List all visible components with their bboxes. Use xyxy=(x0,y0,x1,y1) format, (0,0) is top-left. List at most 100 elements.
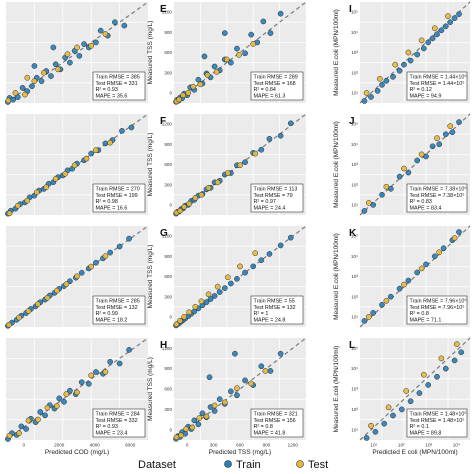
y-tick-label: 10⁵ xyxy=(351,10,358,15)
data-point-train xyxy=(191,417,198,424)
data-point-train xyxy=(93,369,99,375)
data-point-train xyxy=(93,39,99,46)
y-tick-label: 10² xyxy=(351,70,358,75)
data-point-test xyxy=(211,402,218,409)
stats-box-frame xyxy=(250,183,304,213)
stats-box-frame xyxy=(250,295,304,325)
data-point-train xyxy=(211,293,218,299)
legend-test-label: Test xyxy=(308,459,328,471)
data-point-test xyxy=(5,97,12,104)
data-point-test xyxy=(401,281,407,288)
data-point-train xyxy=(102,140,109,147)
data-point-train xyxy=(451,357,458,364)
stats-box-frame xyxy=(92,183,146,213)
data-point-train xyxy=(216,396,223,403)
stat-line: Train RMSE = 1.48×10⁵ xyxy=(410,412,467,418)
data-point-train xyxy=(221,30,228,36)
stat-line: Test RMSE = 156 xyxy=(254,418,296,424)
stat-line: R² = 1 xyxy=(254,311,269,317)
panel-letter: K xyxy=(349,228,357,239)
data-point-test xyxy=(205,184,212,191)
data-point-test xyxy=(22,91,28,98)
data-point-test xyxy=(418,151,425,158)
data-point-train xyxy=(398,406,405,413)
stat-line: R² = 0.84 xyxy=(254,87,276,93)
data-point-test xyxy=(52,175,59,182)
data-point-test xyxy=(181,203,188,210)
stat-line: Test RMSE = 1.48×10⁵ xyxy=(410,418,465,424)
y-axis-label: Measured TSS (mg/L) xyxy=(147,357,154,421)
data-point-train xyxy=(78,379,85,386)
data-point-train xyxy=(18,423,25,430)
data-point-test xyxy=(203,413,210,420)
data-point-train xyxy=(19,85,26,91)
data-point-train xyxy=(195,421,202,428)
stat-line: MAPE = 89.8 xyxy=(410,430,442,436)
data-point-test xyxy=(55,66,61,73)
data-point-test xyxy=(405,49,412,56)
legend-train-label: Train xyxy=(236,459,261,471)
y-tick-label: 600 xyxy=(164,274,172,279)
data-point-test xyxy=(183,426,190,432)
data-point-train xyxy=(277,242,284,249)
data-point-test xyxy=(376,75,383,82)
data-point-test xyxy=(74,273,80,280)
data-point-train xyxy=(372,428,379,435)
data-point-train xyxy=(434,373,440,380)
y-tick-label: 10¹ xyxy=(351,203,358,208)
y-axis-label: Measured E.coli (MPN/100ml) xyxy=(333,121,340,208)
data-point-train xyxy=(258,146,265,153)
data-point-test xyxy=(418,37,425,44)
data-point-train xyxy=(423,261,429,268)
data-point-test xyxy=(186,200,193,207)
data-point-test xyxy=(383,297,390,304)
data-point-train xyxy=(458,349,465,356)
y-tick-label: 1200 xyxy=(162,234,173,239)
data-point-train xyxy=(440,245,447,252)
data-point-test xyxy=(196,415,203,421)
data-point-test xyxy=(385,404,392,411)
data-point-train xyxy=(14,94,21,100)
data-point-train xyxy=(128,124,135,131)
panel-letter: E xyxy=(160,4,167,15)
stat-line: MAPE = 18.2 xyxy=(96,317,128,323)
data-point-test xyxy=(438,355,445,362)
x-tick-label: 10³ xyxy=(425,443,432,448)
y-tick-label: 900 xyxy=(164,142,172,147)
data-point-train xyxy=(81,41,87,47)
data-point-test xyxy=(93,147,99,154)
data-point-test xyxy=(63,281,70,288)
data-point-train xyxy=(228,280,234,287)
stat-line: R² = 0.8 xyxy=(410,311,429,317)
data-point-test xyxy=(447,123,454,129)
data-point-train xyxy=(250,263,257,270)
legend: Dataset Train Test xyxy=(138,459,328,471)
stat-line: MAPE = 35.6 xyxy=(96,93,128,99)
stat-line: MAPE = 23.4 xyxy=(96,430,128,436)
stat-line: Test RMSE = 332 xyxy=(96,418,138,424)
data-point-train xyxy=(258,257,265,264)
data-point-train xyxy=(121,22,128,29)
stats-box-frame xyxy=(406,71,468,101)
data-point-test xyxy=(83,155,90,162)
data-point-train xyxy=(374,88,381,94)
stat-line: R² = 0.12 xyxy=(410,87,432,93)
panel-letter: G xyxy=(160,228,168,239)
data-point-train xyxy=(405,277,412,284)
stat-line: Train RMSE = 113 xyxy=(254,187,298,193)
stats-box-frame xyxy=(406,295,468,325)
data-point-train xyxy=(37,409,44,415)
data-point-train xyxy=(277,350,284,357)
identity-line xyxy=(359,1,471,104)
data-point-train xyxy=(390,73,396,80)
data-point-train xyxy=(383,77,390,84)
data-point-test xyxy=(44,294,51,301)
